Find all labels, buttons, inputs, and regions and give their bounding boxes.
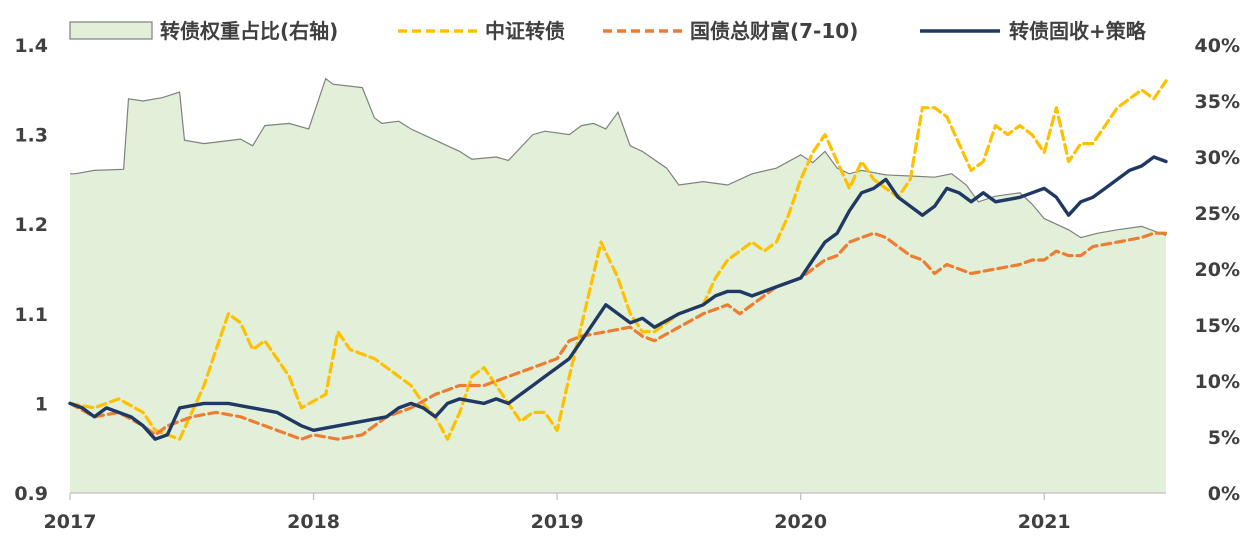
y-right-tick-label: 40%	[1195, 35, 1240, 57]
x-tick-label: 2017	[44, 511, 97, 533]
area-layer	[70, 77, 1167, 493]
y-left-tick-label: 1	[35, 393, 48, 415]
series-area-outline	[70, 77, 1167, 239]
y-left-tick-label: 0.9	[14, 483, 48, 505]
y-right-tick-label: 0%	[1208, 483, 1240, 505]
x-tick-label: 2020	[774, 511, 827, 533]
y-right-tick-label: 30%	[1195, 147, 1240, 169]
series-line-2	[68, 231, 1168, 441]
legend-label: 中证转债	[485, 19, 565, 43]
y-left-tick-label: 1.1	[14, 304, 48, 326]
y-left-tick-label: 1.2	[14, 214, 48, 236]
x-tick-label: 2018	[287, 511, 340, 533]
axes-layer	[69, 492, 1166, 500]
legend-swatch-area	[69, 21, 153, 40]
legend-label: 转债固收+策略	[1009, 19, 1147, 43]
y-right-tick-label: 20%	[1195, 259, 1240, 281]
y-right-tick-label: 35%	[1195, 91, 1240, 113]
y-right-tick-label: 10%	[1195, 371, 1240, 393]
x-tick-label: 2019	[531, 511, 584, 533]
series-area-fill	[70, 78, 1166, 493]
y-right-tick-label: 15%	[1195, 315, 1240, 337]
x-tick-label: 2021	[1018, 511, 1071, 533]
ticks-layer: 2017 2018 2019 2020 2021 0.9 1 1.1 1.2 1.3 1.4 0% 5%…	[14, 35, 1240, 533]
series-line-3	[68, 155, 1168, 441]
legend-label: 转债权重占比(右轴)	[160, 19, 338, 43]
lines-layer	[68, 79, 1168, 441]
y-right-tick-label: 5%	[1208, 427, 1240, 449]
y-right-tick-label: 25%	[1195, 203, 1240, 225]
y-left-tick-label: 1.4	[14, 35, 48, 57]
legend: 转债权重占比(右轴) 中证转债 国债总财富(7-10) 转债固收+策略	[69, 19, 1147, 43]
y-left-tick-label: 1.3	[14, 125, 48, 147]
legend-label: 国债总财富(7-10)	[690, 19, 858, 43]
